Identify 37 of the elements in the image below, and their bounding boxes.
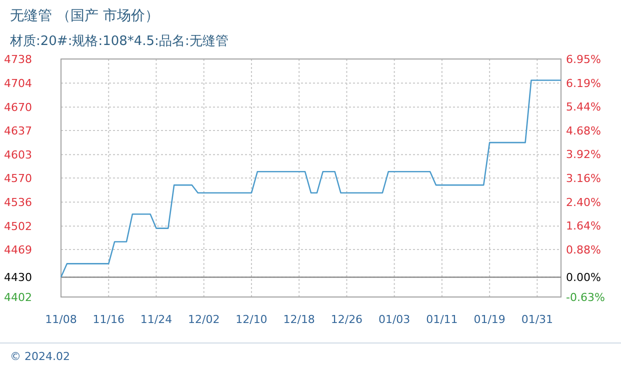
x-tick-label: 01/19 bbox=[474, 313, 506, 326]
y-tick-label: 4670 bbox=[4, 101, 32, 114]
y-tick-label: 4469 bbox=[4, 244, 32, 257]
y-tick-label: 4570 bbox=[4, 172, 32, 185]
y2-tick-label: 0.00% bbox=[566, 271, 601, 284]
line-series bbox=[60, 80, 562, 278]
y2-tick-label: 6.19% bbox=[566, 76, 601, 90]
chart-subtitle: 材质:20#:规格:108*4.5:品名:无缝管 bbox=[9, 34, 228, 49]
x-tick-label: 12/26 bbox=[330, 313, 363, 326]
y-tick-label: 4536 bbox=[4, 196, 32, 210]
x-tick-label: 11/16 bbox=[92, 313, 124, 326]
text: © 2024.02 bbox=[10, 350, 70, 363]
x-tick-label: 12/10 bbox=[236, 313, 268, 326]
y-tick-label: 4430 bbox=[4, 271, 32, 284]
x-tick-label: 12/02 bbox=[188, 313, 220, 326]
x-tick-label: 11/08 bbox=[45, 313, 77, 326]
y-tick-label: 4738 bbox=[4, 53, 32, 66]
y2-tick-label: -0.63% bbox=[566, 291, 605, 304]
y-tick-label: 4637 bbox=[4, 124, 32, 138]
y2-tick-label: 4.68% bbox=[566, 124, 601, 138]
y-tick-label: 4402 bbox=[4, 291, 32, 304]
y-tick-label: 4603 bbox=[4, 148, 32, 162]
x-tick-label: 12/18 bbox=[283, 313, 315, 326]
y2-tick-label: 3.16% bbox=[566, 172, 601, 185]
x-tick-label: 01/03 bbox=[378, 313, 410, 326]
y-tick-label: 4704 bbox=[4, 77, 32, 90]
chart-title: 无缝管 （国产 市场价） bbox=[10, 8, 159, 24]
x-tick-label: 01/31 bbox=[521, 313, 554, 326]
y2-tick-label: 6.95% bbox=[566, 53, 601, 66]
y-tick-label: 4502 bbox=[4, 220, 32, 234]
y2-tick-label: 5.44% bbox=[566, 100, 601, 114]
x-tick-label: 11/24 bbox=[140, 313, 172, 326]
y2-tick-label: 1.64% bbox=[566, 220, 601, 233]
y2-tick-label: 0.88% bbox=[566, 244, 601, 257]
x-tick-label: 01/11 bbox=[426, 313, 458, 326]
y2-tick-label: 3.92% bbox=[566, 148, 601, 162]
y2-tick-label: 2.40% bbox=[566, 196, 601, 209]
